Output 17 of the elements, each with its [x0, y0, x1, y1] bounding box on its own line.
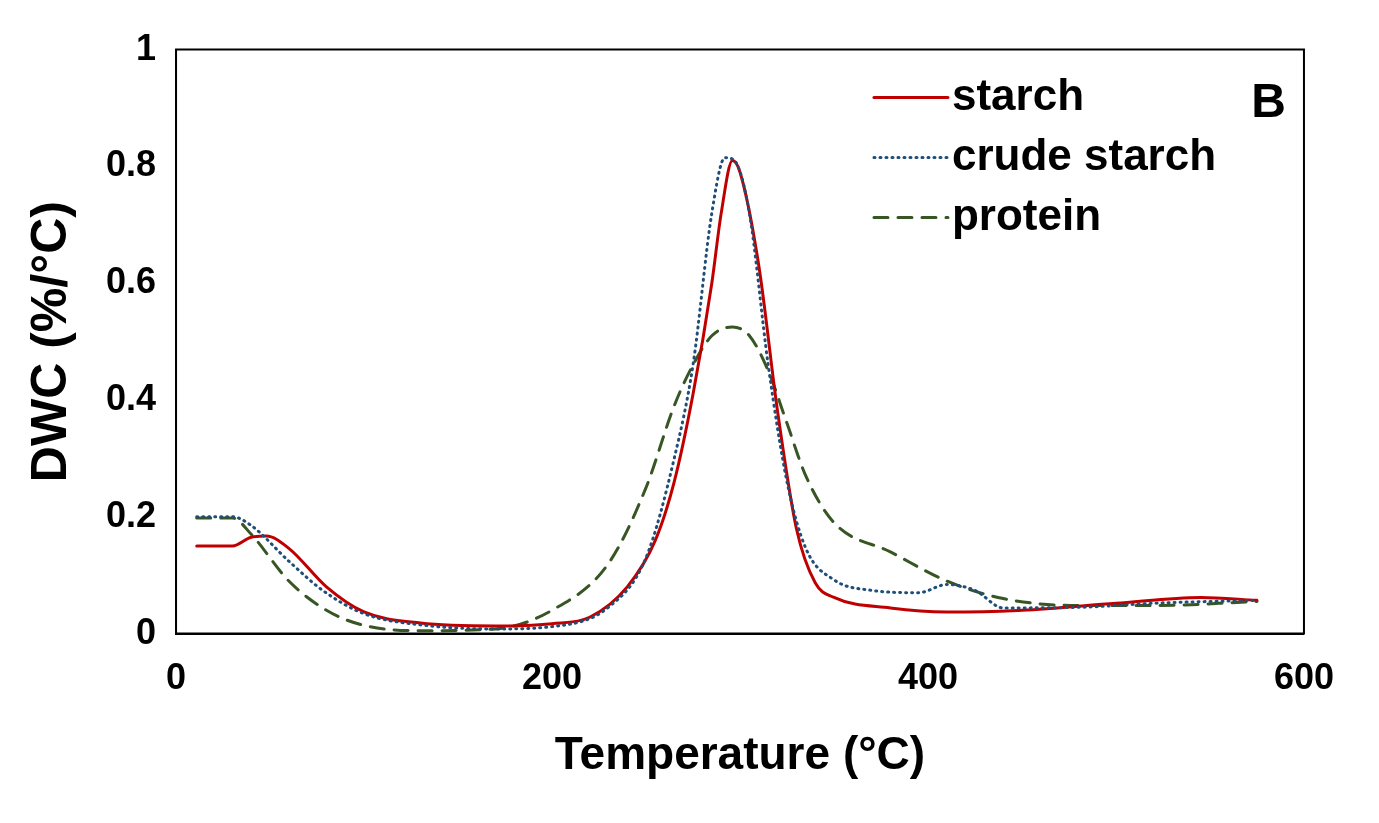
- y-tick-label: 1: [136, 26, 157, 68]
- x-axis-title: Temperature (°C): [554, 727, 926, 780]
- legend-label: starch: [951, 69, 1085, 119]
- line-series: [195, 325, 1259, 633]
- annotation: B: [1251, 73, 1286, 127]
- y-tick-label: 0.8: [106, 143, 157, 185]
- legend-label: protein: [951, 189, 1102, 239]
- y-tick-label: 0.6: [106, 260, 157, 302]
- y-tick-label: 0: [136, 610, 157, 652]
- x-tick-label: 200: [521, 656, 583, 698]
- x-tick-label: 400: [897, 656, 959, 698]
- legend-label: crude starch: [951, 129, 1217, 179]
- y-axis-title: DWC (%/°C): [20, 201, 77, 483]
- x-tick-label: 600: [1273, 656, 1335, 698]
- y-tick-label: 0.4: [106, 376, 157, 418]
- y-tick-label: 0.2: [106, 493, 157, 535]
- x-tick-label: 0: [166, 656, 187, 698]
